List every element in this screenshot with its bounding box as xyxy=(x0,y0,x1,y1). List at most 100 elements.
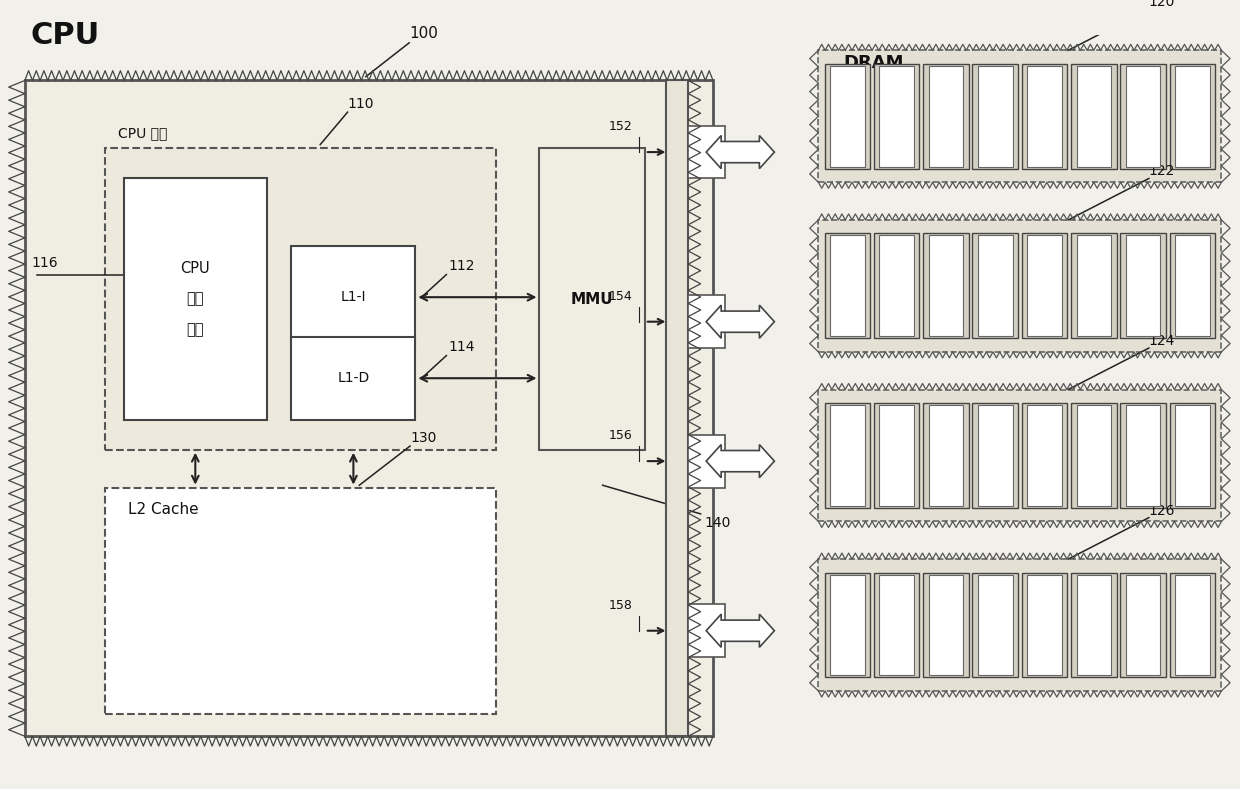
Bar xyxy=(1121,573,1166,678)
Bar xyxy=(1076,235,1111,336)
Bar xyxy=(1071,64,1116,169)
Bar xyxy=(830,235,864,336)
Bar xyxy=(830,66,864,166)
Bar xyxy=(879,235,914,336)
Bar xyxy=(105,488,496,713)
Text: 114: 114 xyxy=(449,340,475,354)
Bar xyxy=(105,148,496,450)
Bar xyxy=(1027,405,1061,506)
Text: 130: 130 xyxy=(410,431,436,444)
Bar xyxy=(1169,64,1215,169)
Bar xyxy=(818,390,1221,522)
Bar xyxy=(923,64,968,169)
Bar xyxy=(1126,405,1161,506)
Bar xyxy=(1022,403,1068,508)
Text: 112: 112 xyxy=(449,259,475,273)
Text: 158: 158 xyxy=(609,599,632,612)
Text: MMU: MMU xyxy=(570,292,614,307)
Bar xyxy=(923,403,968,508)
Bar xyxy=(818,50,1221,182)
Text: CPU: CPU xyxy=(31,21,100,50)
Bar xyxy=(830,574,864,675)
Bar xyxy=(1169,403,1215,508)
Bar xyxy=(1022,64,1068,169)
Text: 122: 122 xyxy=(1149,164,1176,178)
Bar xyxy=(923,573,968,678)
Bar xyxy=(923,234,968,338)
Bar xyxy=(929,66,963,166)
Bar xyxy=(879,405,914,506)
Bar xyxy=(25,80,713,736)
Text: L2 Cache: L2 Cache xyxy=(128,502,198,517)
Bar xyxy=(929,235,963,336)
Polygon shape xyxy=(707,444,774,477)
Bar xyxy=(291,246,415,348)
Bar xyxy=(978,405,1013,506)
Bar xyxy=(1176,574,1210,675)
Text: L1-I: L1-I xyxy=(341,290,366,305)
Bar xyxy=(929,574,963,675)
Text: 100: 100 xyxy=(409,26,438,41)
Bar xyxy=(874,64,919,169)
Bar xyxy=(539,148,645,450)
Bar xyxy=(124,178,267,420)
Text: 120: 120 xyxy=(1149,0,1176,9)
Bar xyxy=(1121,403,1166,508)
Text: 124: 124 xyxy=(1149,334,1176,348)
Polygon shape xyxy=(707,136,774,169)
Text: DRAM: DRAM xyxy=(843,54,904,72)
Bar xyxy=(1027,66,1061,166)
Bar xyxy=(688,435,725,488)
Bar xyxy=(666,80,688,736)
Bar xyxy=(874,234,919,338)
Bar xyxy=(825,573,870,678)
Bar xyxy=(1027,235,1061,336)
Bar xyxy=(1176,66,1210,166)
Text: 126: 126 xyxy=(1149,503,1176,518)
Text: CPU: CPU xyxy=(181,261,210,276)
Bar xyxy=(688,604,725,657)
Text: 116: 116 xyxy=(31,256,57,270)
Text: 机构: 机构 xyxy=(186,322,205,337)
Text: 110: 110 xyxy=(347,96,374,110)
Bar xyxy=(978,66,1013,166)
Bar xyxy=(1022,234,1068,338)
Text: 156: 156 xyxy=(609,429,632,443)
Text: CPU 核心: CPU 核心 xyxy=(118,126,167,140)
Bar xyxy=(1022,573,1068,678)
Text: 152: 152 xyxy=(609,120,632,133)
Bar xyxy=(818,220,1221,352)
Bar xyxy=(825,234,870,338)
Bar xyxy=(1027,574,1061,675)
Bar xyxy=(1071,403,1116,508)
Bar xyxy=(1071,573,1116,678)
Bar xyxy=(978,574,1013,675)
Bar xyxy=(972,573,1018,678)
Polygon shape xyxy=(707,614,774,647)
Bar xyxy=(825,403,870,508)
Bar xyxy=(1121,234,1166,338)
Bar xyxy=(879,66,914,166)
Bar xyxy=(972,234,1018,338)
Bar xyxy=(688,295,725,348)
Polygon shape xyxy=(707,305,774,338)
Text: 执行: 执行 xyxy=(186,292,205,307)
Bar xyxy=(825,64,870,169)
Bar xyxy=(1071,234,1116,338)
Bar xyxy=(830,405,864,506)
Bar xyxy=(874,573,919,678)
Bar xyxy=(972,403,1018,508)
Bar xyxy=(1169,573,1215,678)
Bar xyxy=(818,559,1221,691)
Bar xyxy=(1126,235,1161,336)
Bar xyxy=(1076,574,1111,675)
Bar xyxy=(978,235,1013,336)
Bar xyxy=(1076,66,1111,166)
Bar xyxy=(1169,234,1215,338)
Bar xyxy=(688,125,725,178)
Text: 154: 154 xyxy=(609,290,632,303)
Bar xyxy=(929,405,963,506)
Bar xyxy=(874,403,919,508)
Bar xyxy=(1126,66,1161,166)
Bar xyxy=(1121,64,1166,169)
